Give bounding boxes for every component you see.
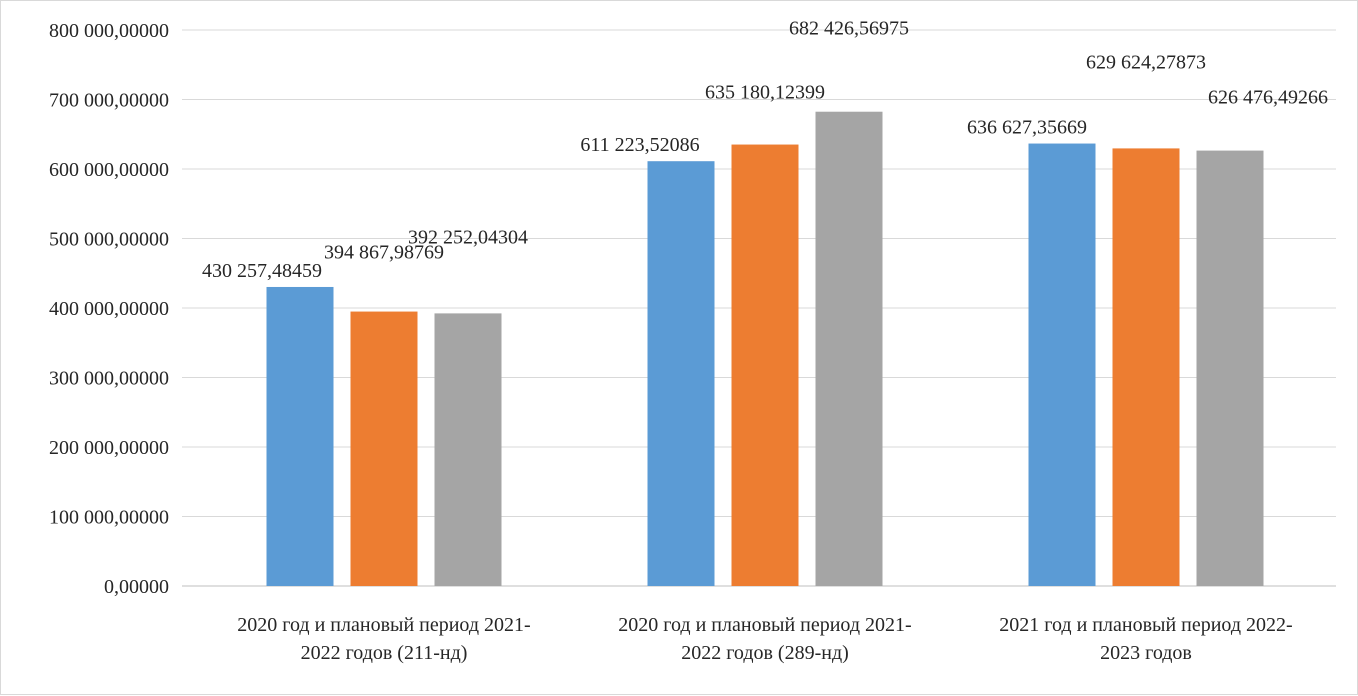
data-label: 636 627,35669 [967, 117, 1087, 139]
y-tick-label: 800 000,00000 [49, 20, 169, 42]
y-tick-label: 500 000,00000 [49, 229, 169, 251]
category-label: 2021 год и плановый период 2022- [999, 614, 1292, 636]
data-label: 682 426,56975 [789, 18, 909, 40]
data-label: 394 867,98769 [324, 242, 444, 264]
bar [815, 111, 883, 586]
category-label: 2022 годов (289-нд) [681, 642, 849, 664]
y-tick-label: 400 000,00000 [49, 298, 169, 320]
bar [266, 286, 334, 586]
y-tick-label: 300 000,00000 [49, 368, 169, 390]
y-tick-label: 700 000,00000 [49, 90, 169, 112]
category-label: 2020 год и плановый период 2021- [237, 614, 530, 636]
bar [1028, 143, 1096, 586]
bar [647, 161, 715, 586]
category-label: 2023 годов [1100, 642, 1192, 664]
y-tick-label: 600 000,00000 [49, 159, 169, 181]
category-label: 2022 годов (211-нд) [301, 642, 468, 664]
data-label: 629 624,27873 [1086, 51, 1206, 73]
bar [1196, 150, 1264, 587]
y-tick-label: 100 000,00000 [49, 507, 169, 529]
data-label: 392 252,04304 [408, 226, 528, 248]
bar [731, 144, 799, 587]
data-label: 430 257,48459 [202, 260, 322, 282]
y-tick-label: 0,00000 [104, 576, 169, 598]
bar [1112, 148, 1180, 586]
data-label: 611 223,52086 [580, 134, 699, 156]
y-tick-label: 200 000,00000 [49, 437, 169, 459]
bar [350, 311, 418, 586]
data-label: 626 476,49266 [1208, 87, 1328, 109]
data-label: 635 180,12399 [705, 82, 825, 104]
bar [434, 313, 502, 586]
category-label: 2020 год и плановый период 2021- [618, 614, 911, 636]
